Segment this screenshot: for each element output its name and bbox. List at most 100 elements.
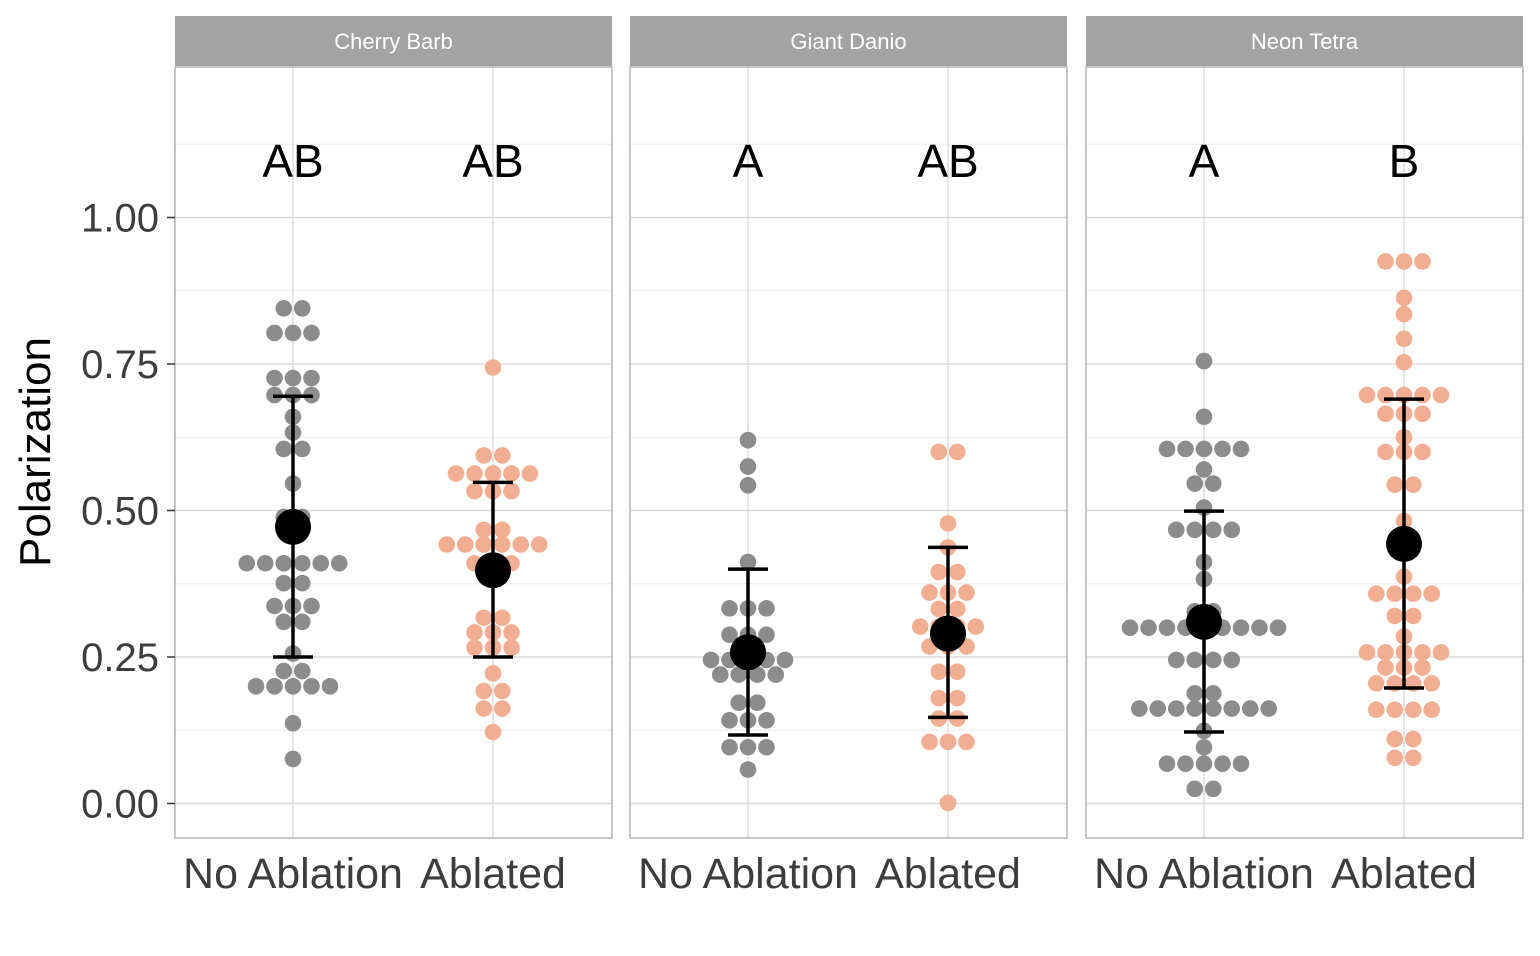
data-point: [266, 597, 283, 615]
data-point: [475, 521, 493, 539]
data-point: [1260, 700, 1278, 717]
panel-giant-danio: A AB Giant Danio: [629, 16, 1068, 839]
data-point: [1167, 521, 1185, 539]
data-point: [466, 639, 483, 656]
data-point: [1214, 755, 1231, 772]
data-point: [266, 324, 283, 342]
data-point: [275, 554, 293, 572]
data-point: [438, 536, 456, 553]
data-point: [1167, 700, 1185, 717]
data-point: [503, 624, 520, 641]
data-point: [1195, 461, 1213, 478]
significance-letter: B: [1389, 135, 1420, 187]
data-point: [266, 678, 283, 695]
data-point: [1177, 755, 1194, 772]
data-point: [1140, 619, 1157, 636]
data-point: [1232, 755, 1250, 772]
data-point: [1386, 701, 1404, 719]
data-point: [758, 600, 775, 617]
data-point: [948, 563, 966, 581]
data-point: [484, 665, 502, 682]
data-point: [1130, 700, 1148, 717]
data-point: [303, 324, 320, 342]
data-point: [958, 733, 975, 751]
data-point: [475, 609, 493, 627]
data-point: [493, 447, 511, 464]
data-point: [1195, 440, 1213, 458]
data-point: [484, 359, 502, 376]
data-point: [939, 794, 957, 812]
data-point: [284, 714, 302, 732]
data-point: [1158, 755, 1176, 772]
data-point: [948, 443, 966, 461]
x-tick-label: No Ablation: [638, 850, 858, 898]
data-point: [930, 600, 948, 618]
data-point: [711, 666, 729, 683]
data-point: [1269, 619, 1287, 636]
data-point: [303, 369, 320, 387]
x-tick-label: Ablated: [420, 850, 566, 898]
data-point: [1386, 730, 1404, 748]
data-point: [530, 536, 548, 553]
data-point: [1432, 644, 1450, 661]
data-point: [1395, 305, 1413, 323]
data-point: [293, 662, 311, 680]
data-point: [1377, 253, 1394, 270]
data-point: [739, 761, 757, 778]
data-point: [721, 626, 738, 644]
data-point: [521, 465, 539, 482]
data-point: [1223, 651, 1241, 669]
data-point: [475, 700, 493, 717]
significance-letter: A: [1189, 135, 1220, 187]
data-point: [503, 465, 520, 482]
data-point: [1423, 585, 1441, 603]
data-point: [730, 666, 748, 683]
data-point: [930, 663, 948, 680]
data-point: [1367, 585, 1385, 603]
data-point: [275, 574, 293, 592]
data-point: [466, 465, 483, 482]
panel-border: [174, 66, 613, 839]
data-point: [1386, 585, 1404, 603]
data-point: [493, 521, 511, 539]
data-point: [1149, 700, 1167, 717]
panel-background: [175, 67, 612, 838]
data-point: [1414, 443, 1431, 461]
data-point: [284, 324, 302, 342]
data-point: [911, 618, 929, 635]
data-point: [275, 300, 293, 317]
y-axis-title: Polarization: [11, 337, 60, 567]
data-point: [1404, 476, 1422, 494]
data-point: [493, 536, 511, 553]
data-point: [1414, 644, 1431, 661]
group-no-ablation: A: [702, 135, 794, 778]
data-point: [1186, 700, 1204, 717]
data-point: [493, 682, 511, 700]
panel-background: [630, 67, 1067, 838]
data-point: [1223, 521, 1241, 539]
data-point: [939, 733, 957, 751]
data-point: [1204, 700, 1222, 717]
data-point: [1423, 701, 1441, 719]
facet-strip: [175, 16, 612, 66]
panel-background: [1086, 67, 1523, 838]
data-point: [758, 738, 775, 756]
data-point: [1177, 440, 1194, 458]
data-point: [767, 666, 785, 683]
data-point: [475, 536, 493, 553]
data-point: [1404, 701, 1422, 719]
data-point: [1167, 651, 1185, 669]
data-point: [739, 738, 757, 756]
data-point: [1367, 675, 1385, 692]
mean-point: [475, 552, 511, 589]
data-point: [1251, 619, 1268, 636]
data-point: [247, 678, 265, 695]
y-tick-label: 0.75: [81, 343, 159, 387]
data-point: [1414, 659, 1431, 676]
significance-letter: AB: [462, 135, 523, 187]
y-tick-label: 0.00: [81, 783, 159, 827]
data-point: [1386, 749, 1404, 767]
data-point: [758, 626, 775, 644]
